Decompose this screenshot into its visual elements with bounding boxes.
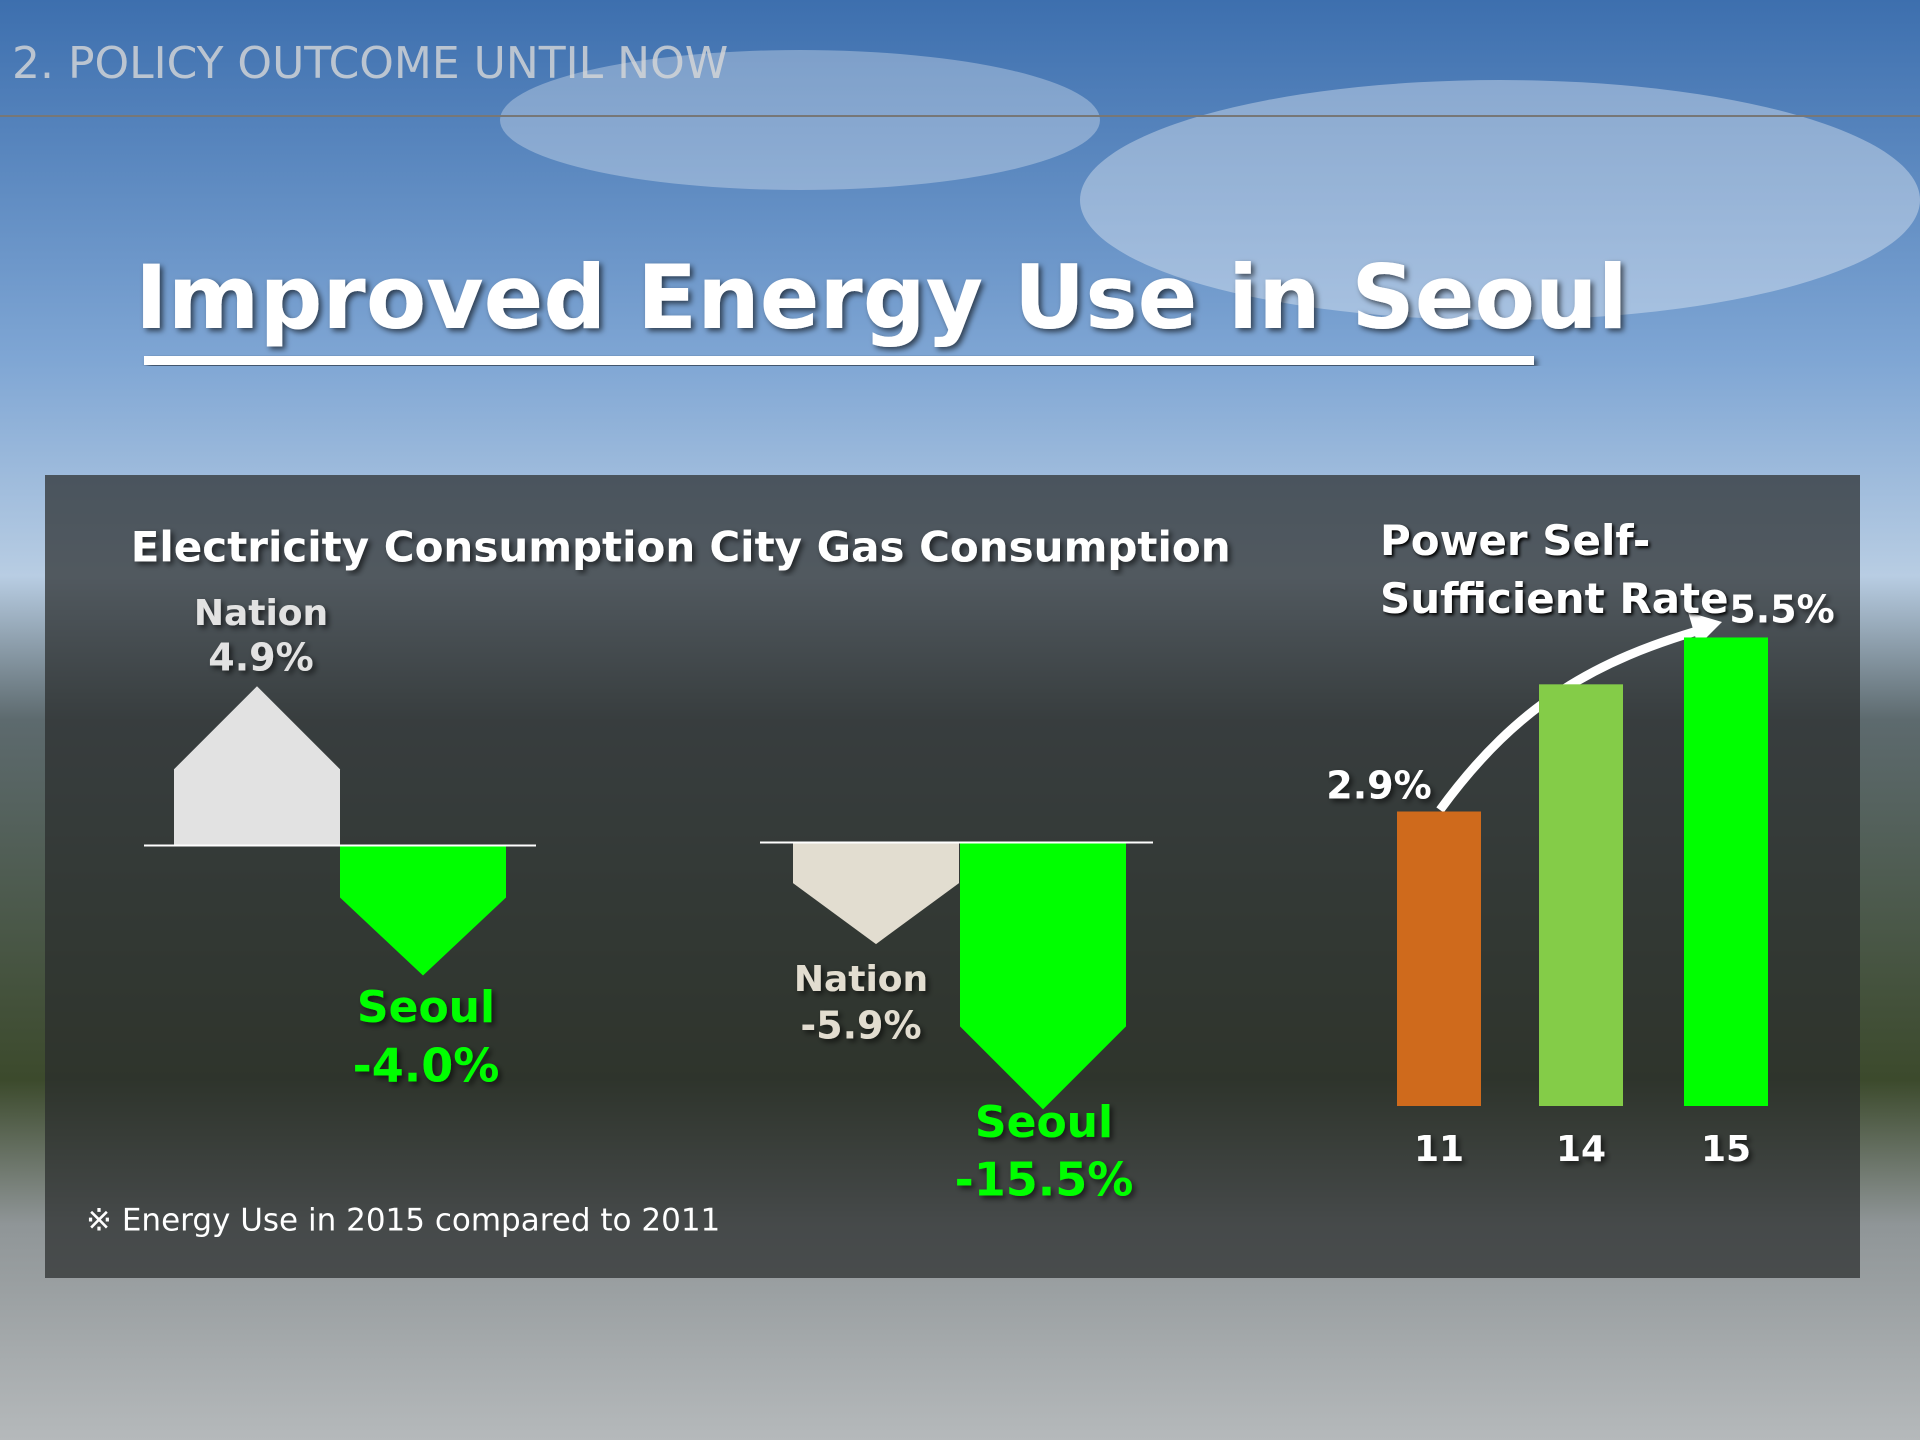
value-label: -15.5%	[955, 1153, 1134, 1207]
cloud	[1080, 80, 1920, 320]
category-label: Nation	[794, 959, 928, 1000]
value-label: 5.5%	[1729, 588, 1834, 632]
x-tick-label: 14	[1556, 1129, 1606, 1170]
chart-title: Power Self-Sufficient Rate	[1380, 516, 1729, 623]
value-label: 2.9%	[1326, 764, 1431, 808]
chart-title: City Gas Consumption	[709, 523, 1230, 572]
slide-title: Improved Energy Use in Seoul	[135, 246, 1628, 349]
value-label: -5.9%	[800, 1004, 921, 1048]
arrow-bar	[174, 686, 340, 846]
footnote: ※ Energy Use in 2015 compared to 2011	[86, 1203, 720, 1239]
chart-title: Electricity Consumption	[131, 523, 696, 572]
category-label: Nation	[194, 593, 328, 634]
section-title: 2. POLICY OUTCOME UNTIL NOW	[12, 38, 728, 89]
bar	[1684, 637, 1768, 1106]
bar	[1539, 684, 1623, 1106]
cloud	[500, 50, 1100, 190]
category-label: Seoul	[357, 982, 495, 1033]
value-label: -4.0%	[353, 1039, 500, 1093]
arrow-bar	[793, 842, 959, 945]
x-tick-label: 11	[1414, 1129, 1464, 1170]
category-label: Seoul	[975, 1097, 1113, 1148]
x-tick-label: 15	[1701, 1129, 1751, 1170]
arrow-bar	[340, 845, 506, 976]
arrow-bar	[960, 842, 1126, 1110]
title-underline	[144, 356, 1534, 365]
value-label: 4.9%	[208, 636, 313, 680]
bar	[1397, 811, 1481, 1106]
